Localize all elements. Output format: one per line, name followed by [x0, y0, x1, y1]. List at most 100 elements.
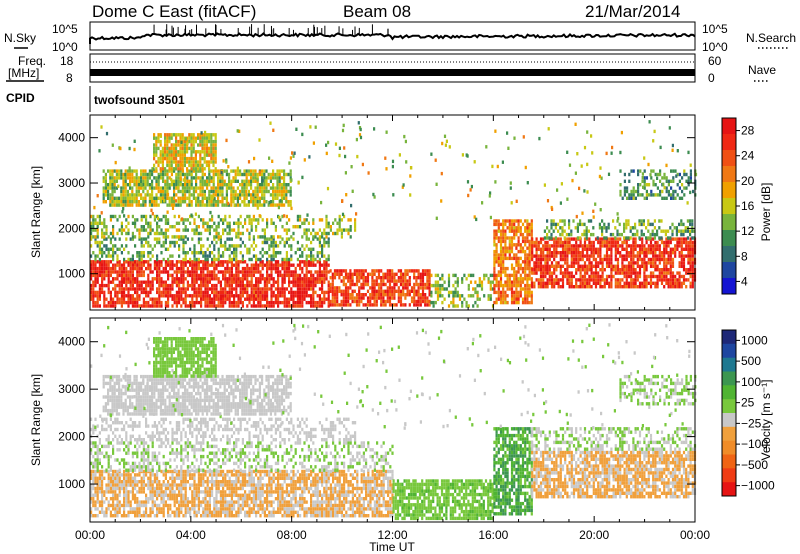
power-cell: [382, 299, 385, 304]
power-cell: [318, 240, 321, 245]
power-cell: [181, 136, 184, 140]
power-cell: [347, 289, 350, 293]
power-cell: [107, 196, 110, 200]
power-cell: [610, 261, 613, 265]
power-cell: [542, 271, 545, 275]
power-cell: [259, 287, 262, 291]
power-cell: [691, 229, 694, 233]
power-cell: [255, 290, 258, 295]
power-cell: [393, 272, 396, 276]
power-cell: [634, 240, 637, 245]
power-cell: [643, 251, 646, 255]
power-cell: [318, 280, 321, 284]
power-cell: [495, 222, 498, 227]
power-cell: [566, 274, 569, 279]
power-cell: [515, 219, 518, 223]
power-cell: [193, 294, 196, 298]
power-cell: [107, 247, 110, 251]
power-cell: [184, 277, 187, 281]
power-cell: [224, 247, 227, 251]
power-cell: [90, 225, 93, 229]
power-cell: [656, 232, 659, 237]
power-cell: [347, 231, 350, 236]
power-cell: [340, 235, 343, 239]
power-cell: [164, 214, 167, 219]
power-cell: [189, 221, 192, 225]
power-cell: [358, 296, 361, 300]
power-cell: [164, 228, 167, 232]
power-cell: [206, 200, 209, 204]
power-cell: [327, 304, 330, 308]
power-cell: [96, 244, 99, 248]
power-cell: [239, 189, 242, 194]
power-cell: [263, 251, 266, 255]
power-cell: [183, 163, 186, 168]
power-cell: [232, 193, 235, 197]
power-cell: [521, 300, 525, 305]
power-cell: [138, 237, 141, 241]
power-cell: [325, 218, 328, 222]
power-cell: [206, 277, 209, 281]
power-cell: [134, 244, 137, 248]
power-cell: [149, 231, 152, 236]
power-cell: [645, 176, 648, 180]
power-cell: [225, 172, 228, 177]
power-cell: [215, 231, 218, 236]
power-cell: [120, 231, 123, 236]
power-cell: [161, 160, 164, 164]
power-cell: [351, 293, 354, 297]
power-cell: [204, 251, 207, 255]
power-cell: [651, 232, 654, 237]
power-cell: [237, 277, 240, 281]
power-cell: [159, 193, 162, 197]
power-cell: [630, 244, 633, 248]
power-cell: [123, 280, 126, 284]
power-cell: [310, 294, 313, 298]
power-cell: [157, 203, 160, 207]
power-cell: [439, 283, 442, 288]
power-cell: [204, 290, 207, 295]
power-cell: [663, 247, 666, 251]
power-cell: [112, 270, 115, 274]
power-cell: [177, 172, 180, 177]
power-cell: [215, 277, 218, 281]
power-cell: [118, 287, 121, 291]
power-cell: [658, 251, 661, 255]
power-cell: [237, 270, 240, 274]
power-cell: [347, 276, 350, 280]
power-cell: [129, 179, 132, 183]
power-cell: [647, 219, 650, 223]
power-cell: [114, 244, 117, 248]
power-cell: [90, 287, 93, 291]
power-cell: [155, 150, 158, 154]
power-cell: [685, 247, 688, 251]
power-cell: [197, 203, 200, 207]
power-cell: [131, 283, 134, 288]
power-cell: [230, 304, 233, 308]
power-cell: [169, 260, 172, 264]
power-cell: [421, 289, 425, 293]
power-cell: [109, 273, 112, 278]
power-cell: [517, 222, 520, 227]
power-cell: [691, 261, 694, 265]
power-cell: [235, 257, 238, 262]
power-cell: [131, 189, 134, 194]
power-cell: [561, 281, 565, 285]
power-cell: [535, 237, 538, 241]
power-cell: [625, 271, 628, 275]
power-cell: [561, 278, 565, 282]
power-cell: [323, 277, 326, 281]
power-cell: [208, 287, 211, 291]
power-cell: [544, 247, 547, 251]
power-cell: [214, 203, 217, 207]
power-cell: [122, 189, 125, 194]
power-cell: [289, 169, 292, 173]
power-cell: [336, 303, 339, 307]
power-cell: [175, 160, 178, 164]
power-cell: [616, 264, 620, 268]
power-cell: [428, 272, 431, 276]
power-cell: [173, 200, 176, 204]
power-cell: [521, 260, 525, 264]
power-cell: [626, 186, 629, 190]
power-cell: [508, 273, 511, 278]
